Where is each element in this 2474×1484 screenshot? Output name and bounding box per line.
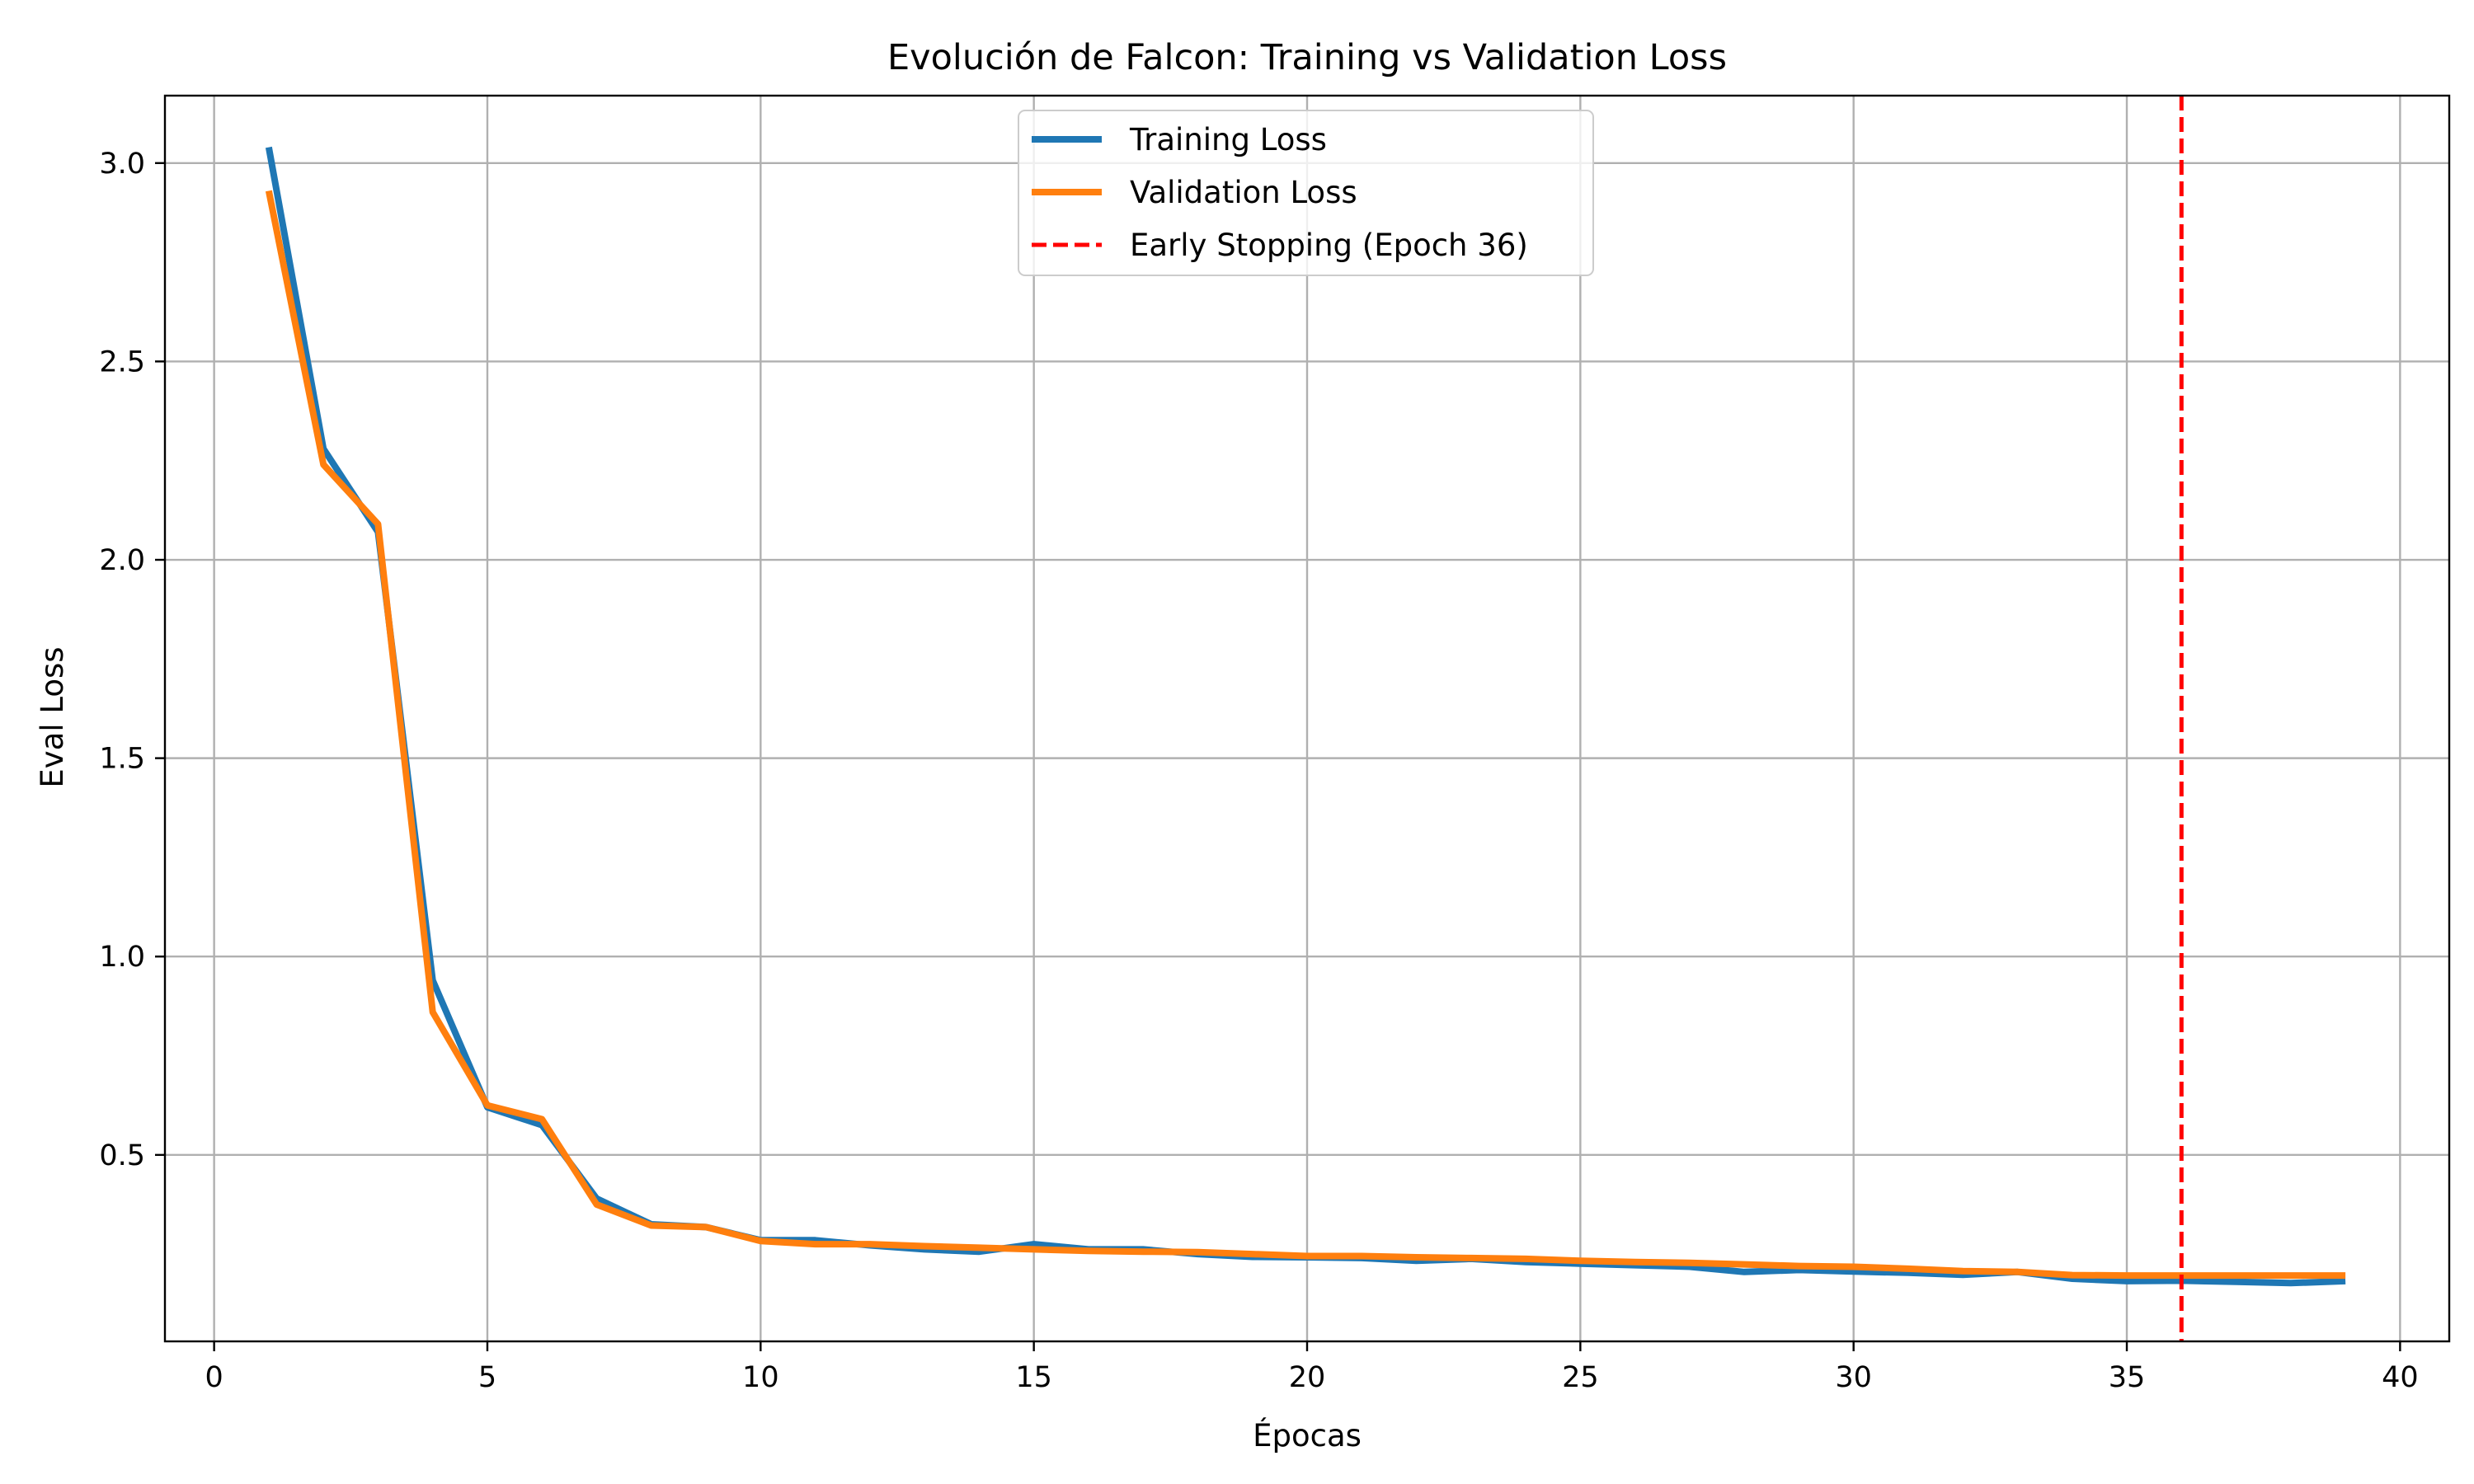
legend: Training Loss Validation Loss Early Stop… [1018, 110, 1594, 276]
legend-label-validation: Validation Loss [1130, 175, 1357, 210]
x-tick-label: 10 [742, 1361, 779, 1394]
y-tick-label: 0.5 [99, 1139, 145, 1172]
x-tick-label: 30 [1835, 1361, 1872, 1394]
y-tick-label: 1.5 [99, 743, 145, 776]
y-tick-label: 3.0 [99, 148, 145, 181]
series-layer [265, 96, 2346, 1341]
x-tick-label: 25 [1562, 1361, 1599, 1394]
legend-label-training: Training Loss [1129, 122, 1327, 157]
y-tick-label: 1.0 [99, 941, 145, 974]
y-axis-label: Eval Loss [35, 646, 70, 787]
validation-loss-line [265, 190, 2346, 1280]
x-tick-label: 40 [2382, 1361, 2419, 1394]
x-tick-label: 5 [478, 1361, 496, 1394]
x-axis-label: Épocas [1253, 1417, 1362, 1453]
y-tick-label: 2.5 [99, 345, 145, 378]
x-tick-label: 20 [1289, 1361, 1326, 1394]
x-tick-label: 15 [1015, 1361, 1052, 1394]
y-axis-ticks: 0.5 1.0 1.5 2.0 2.5 3.0 [99, 148, 165, 1172]
x-tick-label: 0 [205, 1361, 223, 1394]
y-tick-label: 2.0 [99, 544, 145, 577]
legend-box [1018, 110, 1594, 276]
x-tick-label: 35 [2109, 1361, 2146, 1394]
x-axis-ticks: 0 5 10 15 20 25 30 35 40 [205, 1341, 2419, 1394]
chart-title: Evolución de Falcon: Training vs Validat… [887, 37, 1727, 78]
legend-label-early-stopping: Early Stopping (Epoch 36) [1130, 228, 1528, 263]
